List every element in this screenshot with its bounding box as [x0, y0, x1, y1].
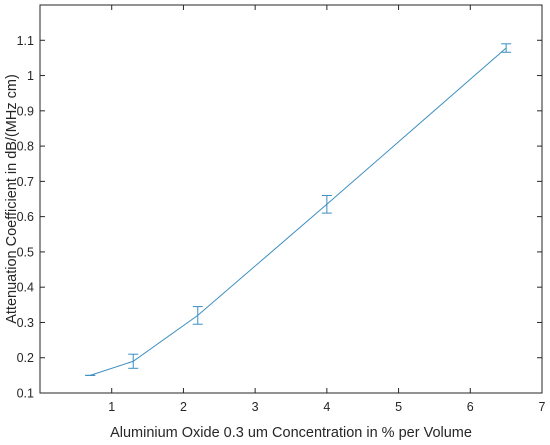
x-tick-label: 1 — [108, 400, 115, 414]
ticks: 1 2 3 4 5 6 7 0.1 0.2 0.3 0.4 0.5 0.6 0.7 0.8 0.9 1 1.1 — [17, 5, 546, 414]
y-tick-label: 0.5 — [17, 245, 34, 259]
x-tick-label: 7 — [539, 400, 546, 414]
y-tick-label: 1.1 — [17, 34, 34, 48]
y-tick-label: 0.8 — [17, 140, 34, 154]
x-tick-label: 3 — [252, 400, 259, 414]
x-axis-label: Aluminium Oxide 0.3 um Concentration in … — [110, 425, 472, 441]
plot-area — [39, 4, 543, 394]
series-layer — [85, 43, 512, 376]
y-tick-label: 0.9 — [17, 104, 34, 118]
x-tick-label: 6 — [467, 400, 474, 414]
error-bar — [321, 194, 332, 214]
y-tick-label: 0.3 — [17, 316, 34, 330]
x-tick-label: 2 — [180, 400, 187, 414]
x-tick-label: 5 — [395, 400, 402, 414]
error-bar — [192, 306, 203, 325]
x-tick-label: 4 — [323, 400, 330, 414]
y-tick-label: 0.1 — [17, 387, 34, 401]
error-bar — [501, 43, 512, 53]
y-tick-label: 0.4 — [17, 281, 34, 295]
y-tick-label: 1 — [27, 69, 34, 83]
y-tick-label: 0.6 — [17, 210, 34, 224]
y-axis-label: Attenuation Coefficient in dB/(MHz cm) — [4, 74, 20, 324]
y-tick-label: 0.7 — [17, 175, 34, 189]
y-tick-label: 0.2 — [17, 351, 34, 365]
error-bar — [128, 353, 139, 369]
